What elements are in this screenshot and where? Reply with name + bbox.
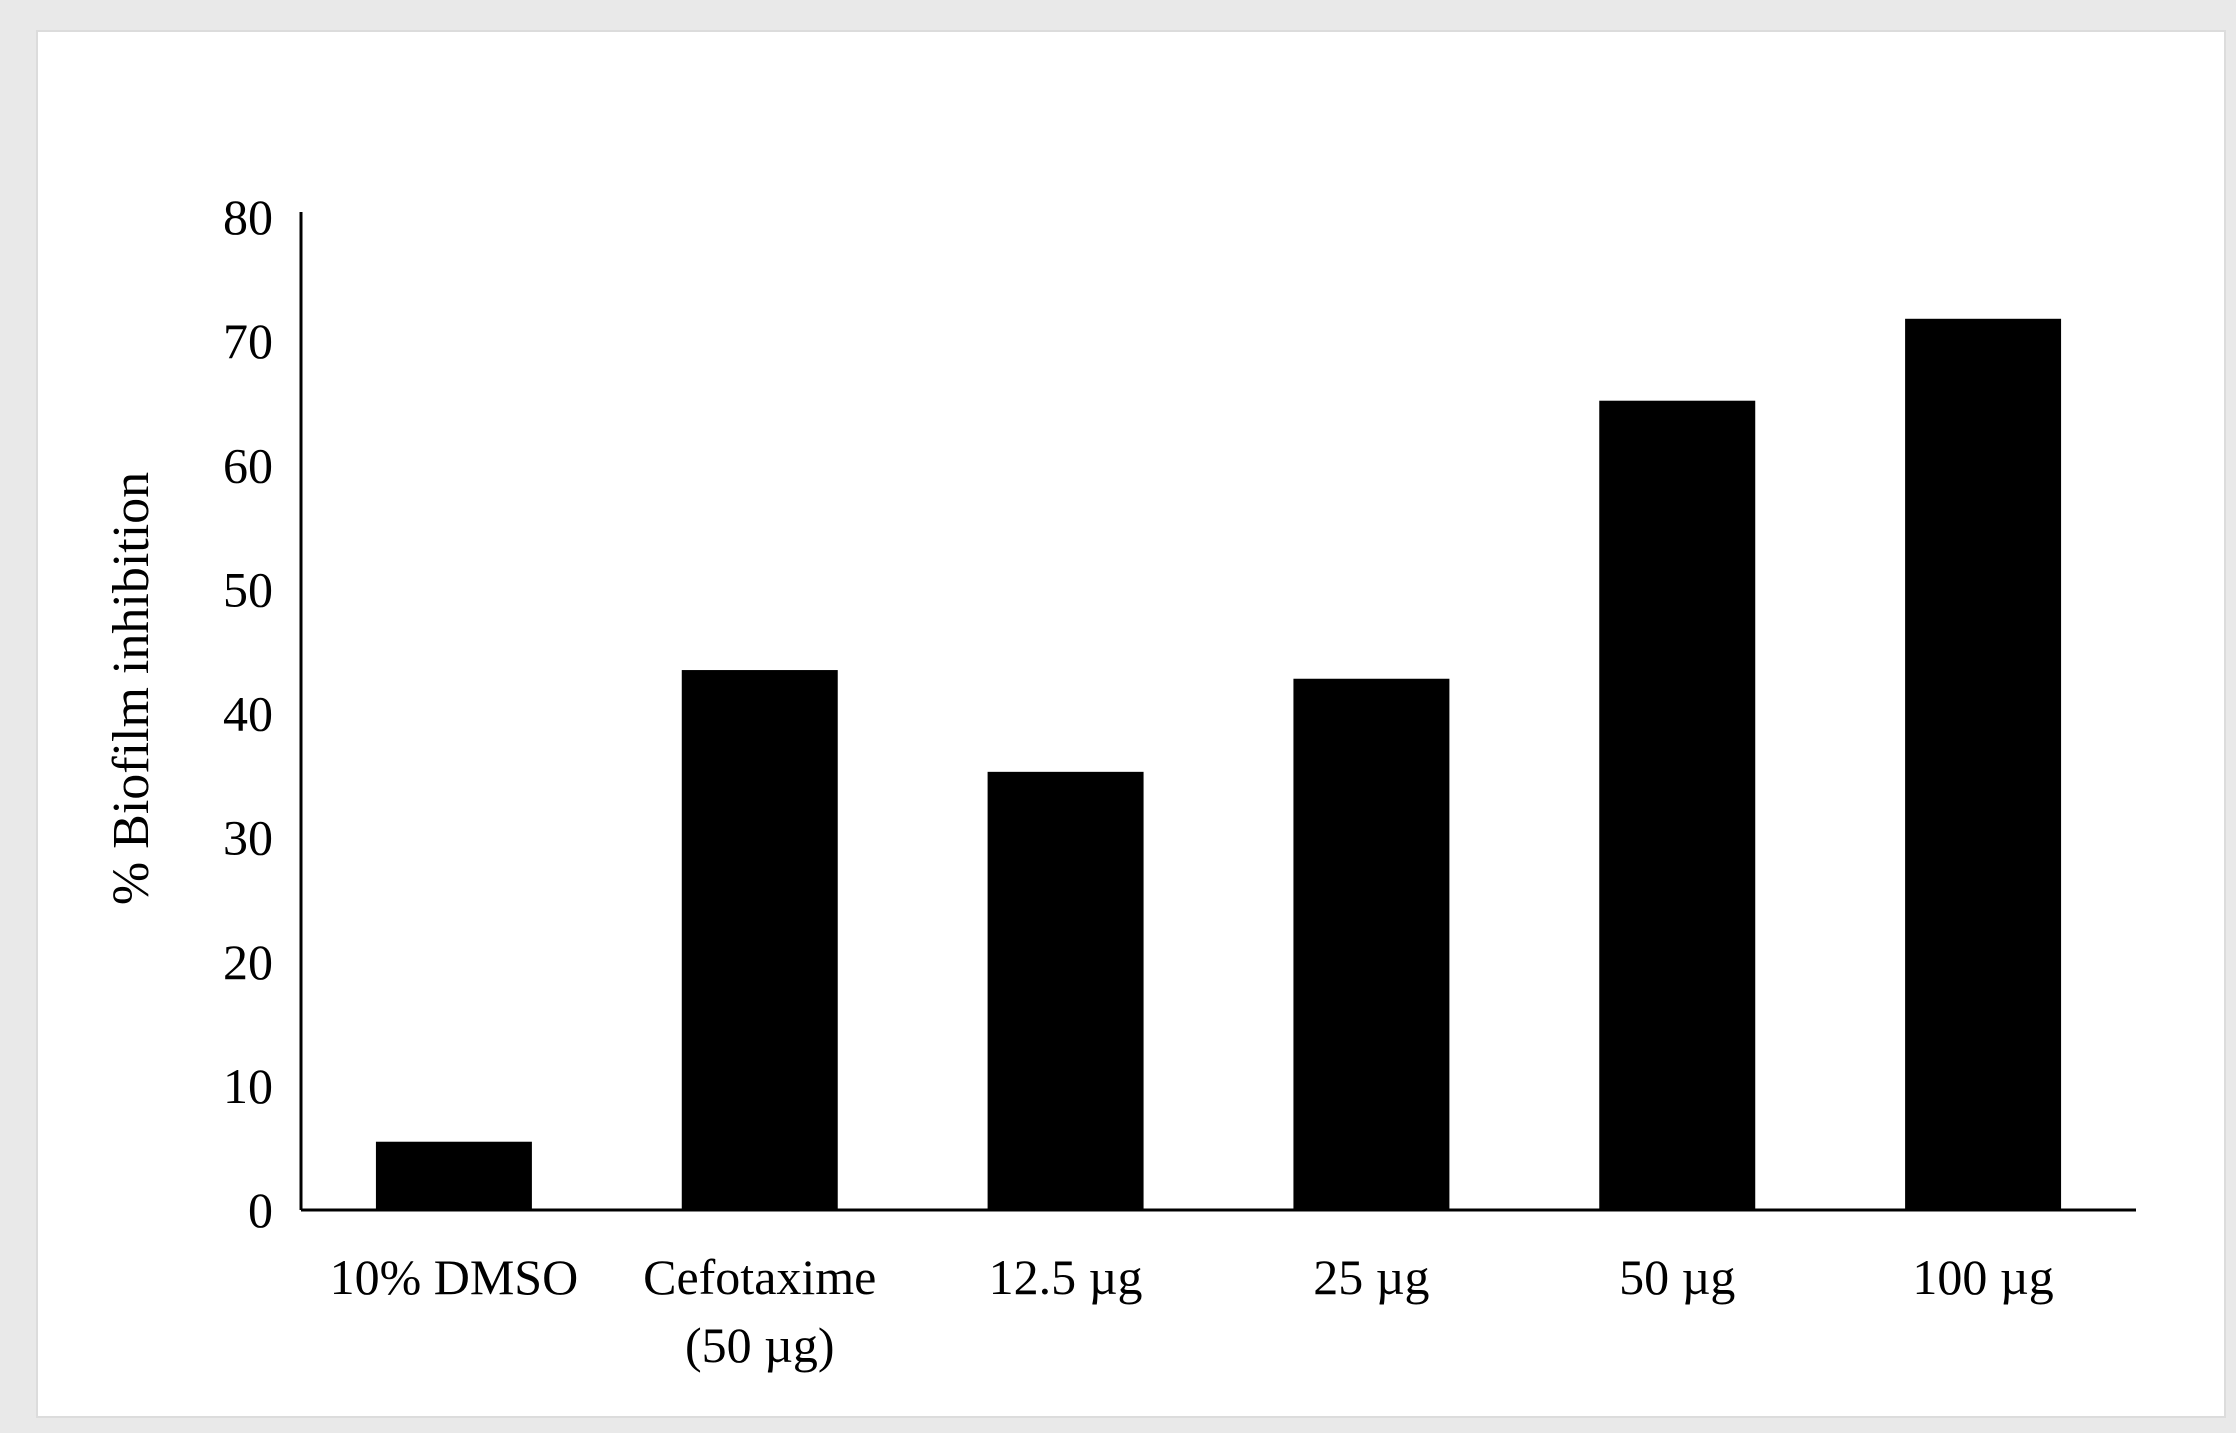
x-category-label-line: 50 µg xyxy=(1619,1249,1735,1305)
y-tick-label: 70 xyxy=(223,313,273,369)
x-category-label-line: 100 µg xyxy=(1912,1249,2053,1305)
x-category-label: 50 µg xyxy=(1619,1249,1735,1305)
x-axis-labels: 10% DMSO Cefotaxime (50 µg) 12.5 µg 25 µg 50 … xyxy=(330,1249,2054,1373)
y-tick-label: 20 xyxy=(223,934,273,990)
y-tick-label: 0 xyxy=(248,1182,273,1238)
bar-chart: % Biofilm inhibition 0 10 20 30 40 50 60 70 80 1… xyxy=(103,189,2136,1373)
y-tick-label: 40 xyxy=(223,686,273,742)
bar xyxy=(375,1141,532,1210)
x-category-label: 12.5 µg xyxy=(989,1249,1143,1305)
x-category-label: 25 µg xyxy=(1313,1249,1429,1305)
y-axis-ticks: 0 10 20 30 40 50 60 70 80 xyxy=(223,189,273,1238)
x-category-label-line: 12.5 µg xyxy=(989,1249,1143,1305)
bar xyxy=(681,670,838,1210)
x-category-label: 10% DMSO xyxy=(330,1249,579,1305)
bar xyxy=(1905,318,2062,1211)
bar xyxy=(987,771,1144,1210)
y-axis-title: % Biofilm inhibition xyxy=(103,472,160,905)
y-tick-label: 10 xyxy=(223,1058,273,1114)
bar xyxy=(1293,678,1450,1210)
bar xyxy=(1599,400,1756,1211)
x-category-label-line: 10% DMSO xyxy=(330,1249,579,1305)
x-category-label-line: Cefotaxime xyxy=(643,1249,876,1305)
y-tick-label: 30 xyxy=(223,810,273,866)
y-tick-label: 50 xyxy=(223,561,273,617)
bars xyxy=(375,318,2062,1211)
x-category-label-line: 25 µg xyxy=(1313,1249,1429,1305)
chart-frame: % Biofilm inhibition 0 10 20 30 40 50 60 70 80 1… xyxy=(36,30,2226,1418)
x-category-label: 100 µg xyxy=(1912,1249,2053,1305)
x-category-label: Cefotaxime (50 µg) xyxy=(643,1249,876,1373)
y-tick-label: 80 xyxy=(223,189,273,245)
x-category-label-line: (50 µg) xyxy=(685,1317,835,1373)
y-tick-label: 60 xyxy=(223,437,273,493)
